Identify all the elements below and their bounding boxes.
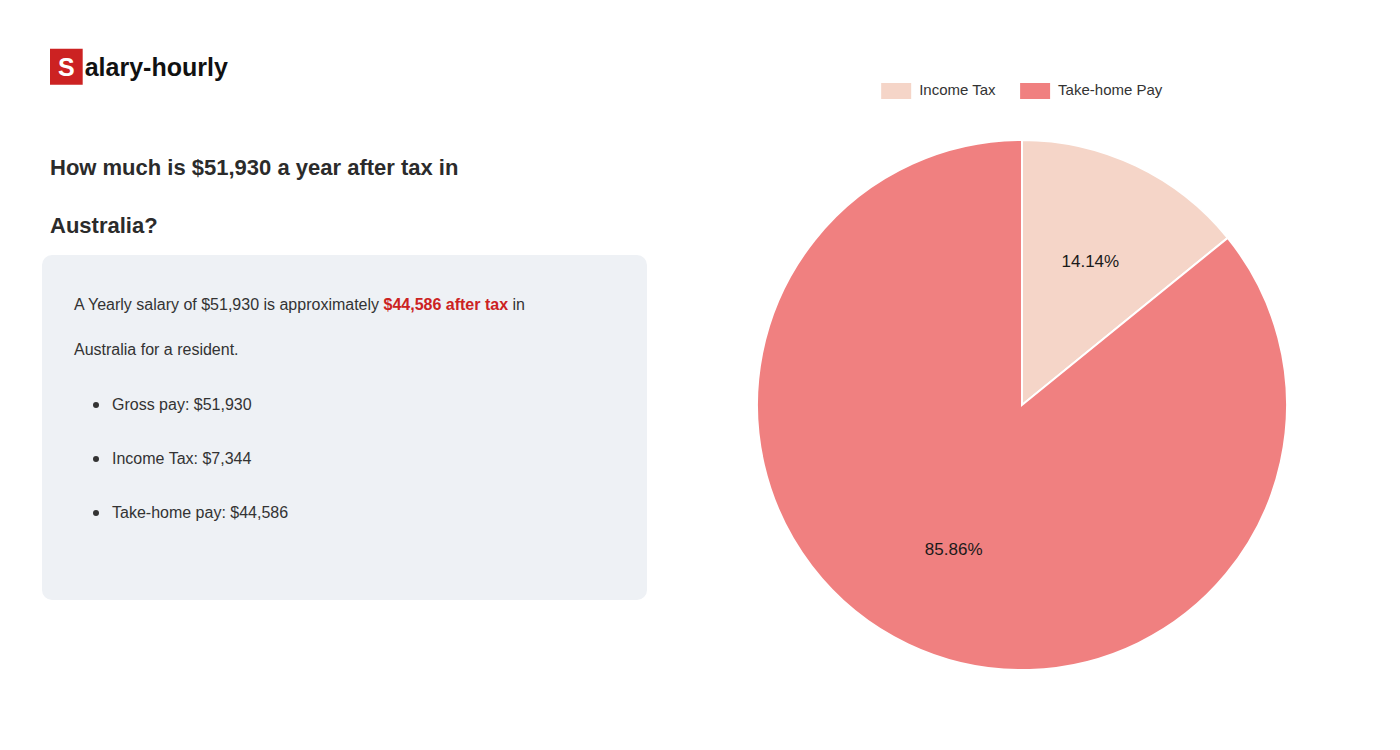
title: How much is $51,930 a year after tax in: [50, 155, 458, 180]
summary-line: A Yearly salary of $51,930 is approximat…: [74, 296, 525, 313]
slice: [757, 140, 1287, 670]
bullet-dot: [93, 456, 99, 462]
summary-text: in: [508, 296, 525, 313]
bullet-text: Take-home pay: $44,586: [112, 504, 288, 521]
summary-text: A Yearly salary of $51,930 is approximat…: [74, 296, 384, 313]
info-box: [42, 255, 647, 600]
bullet-text: Income Tax: $7,344: [112, 450, 251, 467]
data-label: 14.14%: [1061, 252, 1119, 271]
logo-box: [50, 49, 83, 85]
summary-highlight: $44,586 after tax: [384, 296, 509, 313]
text-panel: Salary-hourly How much is $51,930 a year …: [42, 49, 647, 600]
legend: Income Tax Take-home Pay: [881, 81, 1163, 99]
logo: Salary-hourly: [50, 49, 228, 85]
legend-label: Take-home Pay: [1058, 81, 1163, 98]
legend-item: Take-home Pay: [1020, 81, 1163, 99]
legend-item: Income Tax: [881, 81, 996, 99]
logo-text: alary-hourly: [85, 53, 228, 81]
data-labels: 14.14% 85.86%: [925, 252, 1119, 558]
bullet-dot: [93, 402, 99, 408]
logo-letter: S: [58, 53, 75, 81]
bullet-text: Gross pay: $51,930: [112, 396, 252, 413]
chart: Salary-hourly How much is $51,930 a year …: [0, 0, 1400, 750]
legend-swatch: [1020, 83, 1050, 99]
bullet-dot: [93, 510, 99, 516]
summary-line: Australia for a resident.: [74, 341, 239, 358]
summary-text: Australia for a resident.: [74, 341, 239, 358]
slices: [757, 140, 1287, 670]
data-label: 85.86%: [925, 540, 983, 559]
legend-label: Income Tax: [919, 81, 996, 98]
pie: 14.14% 85.86%: [757, 140, 1287, 670]
title: Australia?: [50, 213, 158, 238]
legend-swatch: [881, 83, 911, 99]
